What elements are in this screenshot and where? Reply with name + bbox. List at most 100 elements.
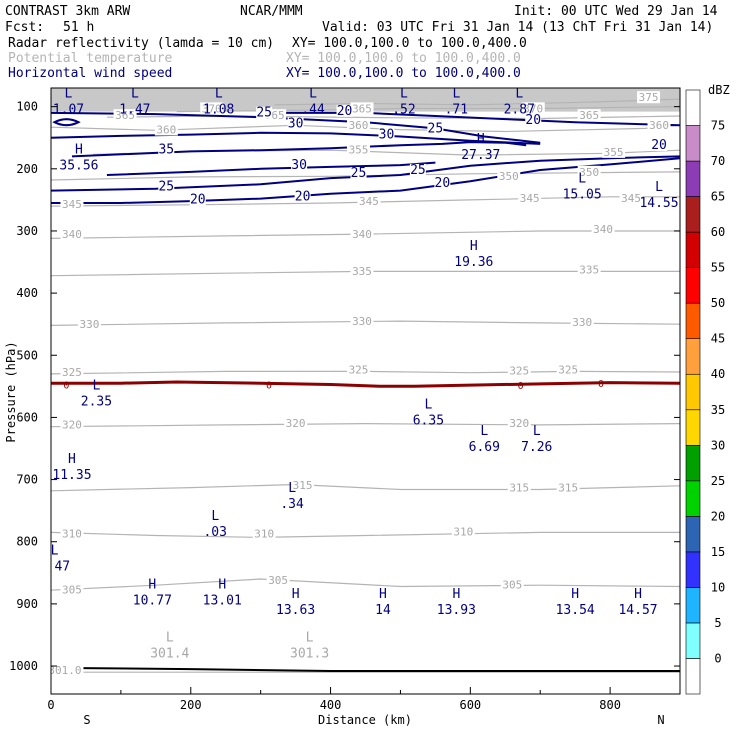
wind-label-1-text: 25 xyxy=(256,106,272,121)
wind-label-10-text: 25 xyxy=(410,163,426,178)
theta-label-17-text: 345 xyxy=(621,192,641,205)
wind-extremum-value-25: 13.54 xyxy=(556,603,595,618)
wind-extremum-type-11: H xyxy=(470,239,478,254)
theta-label-20: 340 xyxy=(591,222,615,236)
theta-label-14: 345 xyxy=(60,198,84,211)
theta-label-13: 350 xyxy=(577,165,601,179)
theta-label-6: 365 xyxy=(577,109,601,122)
wind-label-3: 25 xyxy=(427,121,444,136)
colorbar-swatch-0 xyxy=(685,658,701,695)
reflectivity-contour-0 xyxy=(51,380,680,388)
colorbar-swatch-9 xyxy=(685,338,701,375)
colorbar-swatch-2 xyxy=(685,587,701,624)
colorbar-label-25: 25 xyxy=(711,474,725,488)
wind-extremum-type-1: L xyxy=(131,87,139,102)
theta-label-6-text: 365 xyxy=(579,109,599,122)
theta-label-35-text: 315 xyxy=(558,482,578,495)
theta-label-9: 360 xyxy=(647,119,671,132)
wind-extremum-type-22: H xyxy=(292,587,300,602)
theta-label-30: 320 xyxy=(60,418,84,432)
theta-label-13-text: 350 xyxy=(579,166,599,179)
theta-label-15: 345 xyxy=(357,194,381,208)
wind-extremum-value-14: 6.69 xyxy=(469,440,500,455)
theta-label-33-text: 315 xyxy=(293,479,313,492)
theta-label-26: 325 xyxy=(60,365,84,379)
colorbar-swatch-12 xyxy=(685,231,701,268)
wind-label-7-text: 35 xyxy=(158,142,174,157)
fcst-label: Fcst: xyxy=(5,20,44,35)
fcst-value: 51 h xyxy=(63,20,94,35)
wind-extremum-type-3: L xyxy=(309,87,317,102)
theta-label-8: 360 xyxy=(347,119,371,132)
theta-label-2-text: 365 xyxy=(352,102,372,115)
y-tick-label-800: 800 xyxy=(16,535,38,549)
wind-label-9: 25 xyxy=(350,166,367,181)
wind-extremum-type-13: L xyxy=(424,397,432,412)
field-xy-reflectivity: XY= 100.0,100.0 to 100.0,400.0 xyxy=(292,36,527,51)
theta-label-27-text: 325 xyxy=(349,363,369,376)
wind-extremum-value-5: .71 xyxy=(445,103,468,118)
theta-label-14-text: 345 xyxy=(62,198,82,211)
theta-label-24-text: 330 xyxy=(352,315,372,328)
wind-extremum-type-20: H xyxy=(148,578,156,593)
wind-label-2: 30 xyxy=(287,116,304,131)
colorbar-swatch-15 xyxy=(685,125,701,162)
theta-label-27: 325 xyxy=(347,363,371,376)
theta-label-34: 315 xyxy=(507,481,531,495)
y-tick-label-100: 100 xyxy=(16,100,38,114)
theta-label-3: 370 xyxy=(521,102,545,115)
theta-label-37: 310 xyxy=(252,527,276,541)
theta-extremum-value-1: 301.3 xyxy=(290,646,329,661)
wind-extremum-value-24: 13.93 xyxy=(437,603,476,618)
theta-label-29-text: 325 xyxy=(558,363,578,376)
theta-label-36: 310 xyxy=(60,527,84,541)
reflectivity-label-3: 0 xyxy=(598,379,604,390)
theta-label-37-text: 310 xyxy=(254,528,274,541)
reflectivity-label-1: 0 xyxy=(266,380,272,391)
field-name-theta: Potential temperature xyxy=(8,51,173,66)
wind-extremum-type-18: L xyxy=(211,509,219,524)
colorbar: 0 5 10 15 20 25 30 35 40 45 50 55 60 65 70 75 xyxy=(685,89,725,695)
theta-label-17: 345 xyxy=(619,191,643,205)
wind-extremum-type-2: L xyxy=(215,87,223,102)
theta-contour-320-11 xyxy=(51,422,680,428)
wind-contour-20-0 xyxy=(51,157,680,204)
wind-extremum-value-0: 1.07 xyxy=(53,103,84,118)
theta-label-31: 320 xyxy=(284,416,308,430)
colorbar-label-65: 65 xyxy=(711,190,725,204)
theta-contour-305-14 xyxy=(51,578,680,591)
wind-contour-25-1 xyxy=(51,155,680,192)
wind-extremum-type-6: L xyxy=(515,87,523,102)
theta-extremum-type-1: L xyxy=(306,630,314,645)
theta-label-12-text: 350 xyxy=(499,170,519,183)
colorbar-label-40: 40 xyxy=(711,367,725,381)
wind-extremum-value-9: 15.05 xyxy=(563,188,602,203)
wind-extremum-type-7: H xyxy=(75,142,83,157)
wind-extremum-value-1: 1.47 xyxy=(119,103,150,118)
colorbar-swatch-1 xyxy=(685,622,701,659)
theta-label-18-text: 340 xyxy=(62,228,82,241)
wind-contour-30-2 xyxy=(106,161,436,176)
y-tick-label-200: 200 xyxy=(16,162,38,176)
colorbar-label-15: 15 xyxy=(711,545,725,559)
wind-label-10: 25 xyxy=(409,163,426,178)
x-tick-label-600: 600 xyxy=(459,698,481,712)
y-tick-label-500: 500 xyxy=(16,348,38,362)
wind-extremum-type-25: H xyxy=(571,587,579,602)
theta-label-42: 301.0 xyxy=(51,664,84,677)
wind-contour-small-loop xyxy=(52,118,81,127)
wind-label-12-text: 25 xyxy=(158,180,174,195)
theta-label-39-text: 305 xyxy=(62,583,82,596)
colorbar-label-35: 35 xyxy=(711,403,725,417)
theta-label-41-text: 305 xyxy=(502,578,522,591)
theta-label-8-text: 360 xyxy=(349,119,369,132)
org-label: NCAR/MMM xyxy=(240,4,303,19)
wind-extremum-type-10: L xyxy=(655,180,663,195)
theta-contour-310-13 xyxy=(51,531,680,539)
wind-extremum-value-3: .44 xyxy=(301,103,325,118)
wind-extremum-value-7: 35.56 xyxy=(59,158,98,173)
x-tick-label-200: 200 xyxy=(180,698,202,712)
theta-label-0-text: 375 xyxy=(639,91,659,104)
theta-label-21-text: 335 xyxy=(352,265,372,278)
reflectivity-label-0: 0 xyxy=(63,380,69,391)
